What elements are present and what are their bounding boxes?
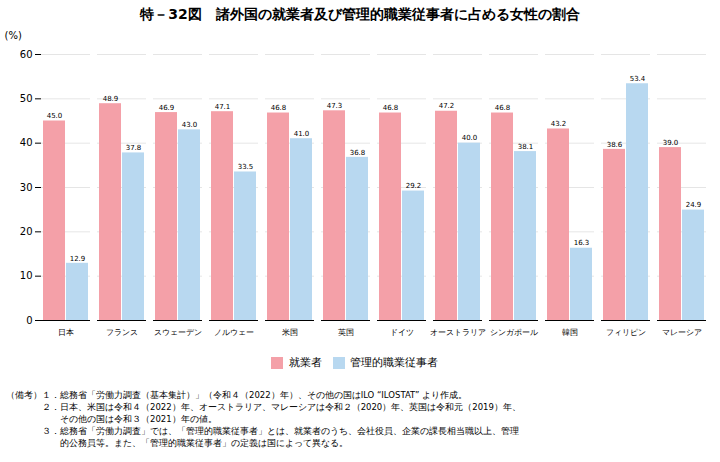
svg-text:46.8: 46.8: [495, 104, 511, 112]
svg-text:48.9: 48.9: [103, 95, 119, 103]
svg-text:日本: 日本: [58, 328, 74, 337]
svg-text:45.0: 45.0: [47, 112, 63, 120]
svg-text:53.4: 53.4: [630, 75, 646, 83]
svg-text:スウェーデン: スウェーデン: [154, 328, 202, 337]
svg-text:12.9: 12.9: [70, 255, 86, 263]
svg-text:33.5: 33.5: [238, 163, 254, 171]
html-text:２．日本、米国は令和４（2022）年、オーストラリア、マレー: ２．日本、米国は令和４（2022）年、オーストラリア、マレーシアは令和２（202…: [6, 401, 521, 412]
html-text:３．総務省「労働力調査」では、「管理的職業従事者」とは、就業: ３．総務省「労働力調査」では、「管理的職業従事者」とは、就業者のうち、会社役員、…: [6, 425, 519, 436]
svg-text:60: 60: [20, 49, 33, 60]
svg-text:米国: 米国: [282, 328, 298, 337]
svg-text:47.1: 47.1: [215, 103, 231, 111]
svg-text:46.8: 46.8: [271, 104, 287, 112]
svg-text:38.1: 38.1: [518, 143, 534, 151]
svg-text:41.0: 41.0: [294, 130, 310, 138]
svg-text:47.3: 47.3: [327, 102, 343, 110]
svg-text:40.0: 40.0: [462, 134, 478, 142]
svg-text:10: 10: [20, 270, 33, 281]
svg-text:英国: 英国: [338, 328, 354, 337]
html-text:管理的職業従事者: 管理的職業従事者: [350, 356, 438, 369]
svg-text:39.0: 39.0: [663, 139, 679, 147]
svg-text:29.2: 29.2: [406, 182, 422, 190]
svg-text:46.9: 46.9: [159, 104, 175, 112]
svg-text:46.8: 46.8: [383, 104, 399, 112]
svg-text:36.8: 36.8: [350, 149, 366, 157]
svg-text:オーストラリア: オーストラリア: [430, 328, 486, 337]
html-text:特－32図 諸外国の就業者及び管理的職業従事者に占める女性の: 特－32図 諸外国の就業者及び管理的職業従事者に占める女性の割合: [140, 6, 580, 22]
svg-text:30: 30: [20, 182, 33, 193]
html-text:的公務員等。また、「管理的職業従事者」の定義は国によって異な: 的公務員等。また、「管理的職業従事者」の定義は国によって異なる。: [6, 437, 348, 448]
svg-text:43.2: 43.2: [551, 120, 567, 128]
svg-text:43.0: 43.0: [182, 121, 198, 129]
svg-text:マレーシア: マレーシア: [662, 328, 702, 337]
svg-text:38.6: 38.6: [607, 141, 623, 149]
html-text:就業者: 就業者: [288, 356, 322, 369]
svg-text:0: 0: [26, 315, 32, 326]
svg-text:37.8: 37.8: [126, 144, 142, 152]
svg-text:20: 20: [20, 226, 33, 237]
svg-text:40: 40: [20, 137, 33, 148]
html-text:その他の国は令和３（2021）年の値。: その他の国は令和３（2021）年の値。: [6, 413, 217, 424]
svg-text:シンガポール: シンガポール: [490, 328, 538, 337]
svg-text:フィリピン: フィリピン: [606, 328, 646, 337]
svg-text:50: 50: [20, 93, 33, 104]
svg-text:16.3: 16.3: [574, 239, 590, 247]
svg-text:(%): (%): [5, 30, 22, 41]
svg-text:47.2: 47.2: [439, 102, 455, 110]
html-text:（備考）１．総務省「労働力調査（基本集計）」（令和４（202: （備考）１．総務省「労働力調査（基本集計）」（令和４（2022）年）、その他の国…: [6, 389, 468, 400]
svg-text:韓国: 韓国: [562, 328, 578, 337]
svg-text:ドイツ: ドイツ: [390, 328, 414, 337]
svg-text:24.9: 24.9: [686, 201, 702, 209]
svg-text:フランス: フランス: [106, 328, 138, 337]
svg-text:ノルウェー: ノルウェー: [214, 328, 254, 337]
